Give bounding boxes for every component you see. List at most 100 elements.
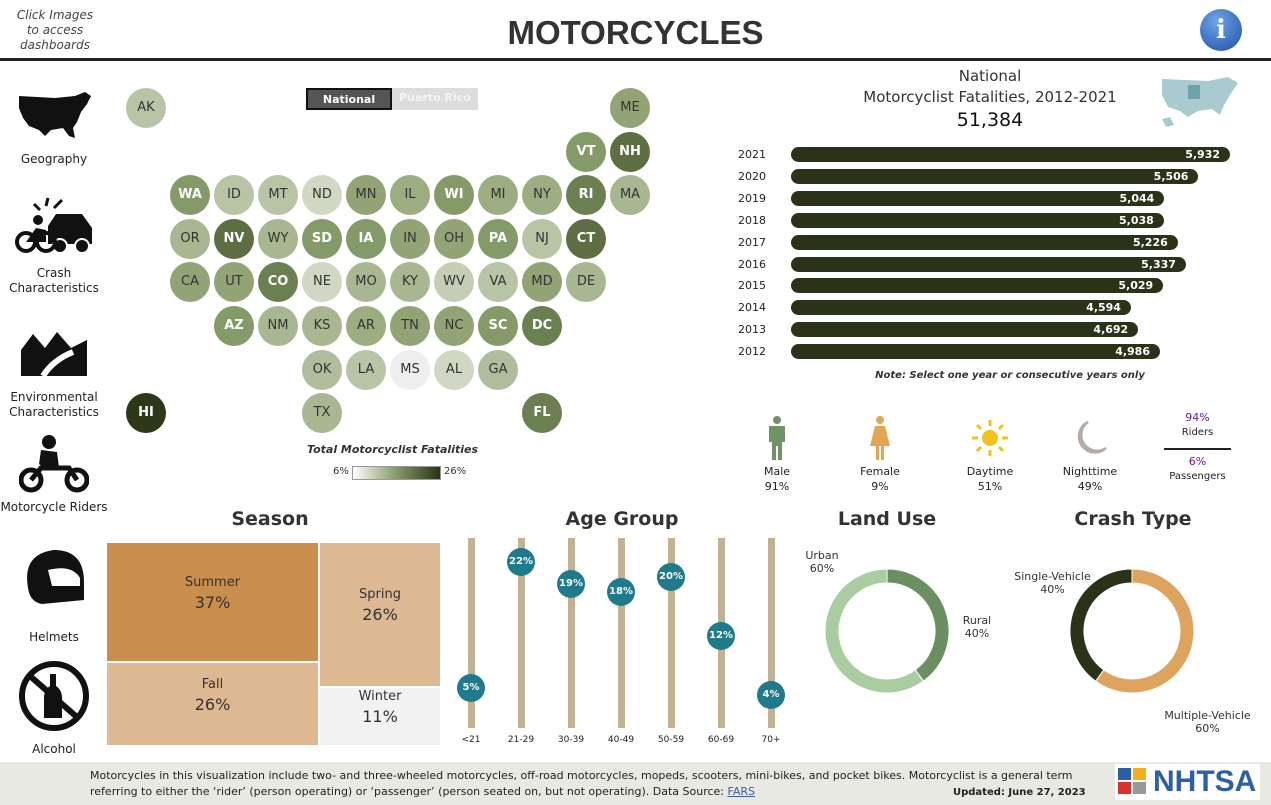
state-or[interactable]: OR	[170, 218, 210, 259]
state-ia[interactable]: IA	[346, 218, 386, 259]
state-ar[interactable]: AR	[346, 306, 386, 346]
state-dc[interactable]: DC	[522, 306, 562, 346]
age-bubble-40-49[interactable]: 18%	[607, 577, 635, 606]
state-nh[interactable]: NH	[610, 131, 650, 172]
state-nv[interactable]: NV	[214, 218, 254, 259]
season-winter[interactable]: Winter 11%	[320, 688, 440, 745]
bar-2012[interactable]: 4,986	[791, 344, 1160, 360]
sidebar-item-crash-characteristics[interactable]: Crash Characteristics	[0, 196, 108, 296]
season-value: 26%	[194, 695, 231, 714]
state-oh[interactable]: OH	[434, 218, 474, 259]
sidebar-item-alcohol[interactable]: Alcohol	[0, 660, 108, 756]
bar-2014[interactable]: 4,594	[791, 300, 1131, 316]
state-il[interactable]: IL	[390, 175, 430, 216]
state-md[interactable]: MD	[522, 262, 562, 303]
age-bubble-70+[interactable]: 4%	[757, 681, 785, 710]
state-nj[interactable]: NJ	[522, 218, 562, 259]
state-tx[interactable]: TX	[302, 393, 342, 434]
state-ma[interactable]: MA	[610, 175, 650, 216]
sidebar-item-helmets[interactable]: Helmets	[0, 548, 108, 644]
state-ks[interactable]: KS	[302, 306, 342, 346]
footer	[0, 762, 1271, 805]
age-bubble-21-29[interactable]: 22%	[507, 548, 535, 577]
bar-2020[interactable]: 5,506	[791, 168, 1199, 184]
moon-icon	[1077, 420, 1107, 454]
state-sd[interactable]: SD	[302, 218, 342, 259]
navigation-hint: Click Images to access dashboards	[16, 8, 94, 52]
footer-text: Motorcycles in this visualization includ…	[90, 769, 1073, 798]
season-fall[interactable]: Fall 26%	[107, 663, 318, 745]
state-co[interactable]: CO	[258, 262, 298, 303]
land-use-slice-rural[interactable]	[886, 568, 950, 682]
season-summer[interactable]: Summer 37%	[107, 543, 318, 661]
sidebar-item-motorcycle-riders[interactable]: Motorcycle Riders	[0, 434, 108, 515]
state-ok[interactable]: OK	[302, 349, 342, 390]
state-nm[interactable]: NM	[258, 306, 298, 346]
state-id[interactable]: ID	[214, 175, 254, 216]
state-de[interactable]: DE	[566, 262, 606, 303]
state-sc[interactable]: SC	[478, 306, 518, 346]
state-wi[interactable]: WI	[434, 175, 474, 216]
age-bubble-60-69[interactable]: 12%	[707, 622, 735, 651]
bar-2019[interactable]: 5,044	[791, 190, 1165, 206]
state-az[interactable]: AZ	[214, 306, 254, 346]
state-ca[interactable]: CA	[170, 262, 210, 303]
age-bubble-50-59[interactable]: 20%	[657, 563, 685, 591]
age-bubble-30-39[interactable]: 19%	[557, 570, 585, 599]
nhtsa-emblem-icon	[1118, 768, 1146, 794]
state-ny[interactable]: NY	[522, 175, 562, 216]
state-ak[interactable]: AK	[126, 88, 166, 128]
state-ms[interactable]: MS	[390, 349, 430, 390]
sidebar-item-environmental-characteristics[interactable]: Environmental Characteristics	[0, 330, 108, 420]
bar-2017[interactable]: 5,226	[791, 234, 1178, 250]
state-nc[interactable]: NC	[434, 306, 474, 346]
state-tn[interactable]: TN	[390, 306, 430, 346]
state-mi[interactable]: MI	[478, 175, 518, 216]
urban-label: Urban 60%	[796, 549, 848, 575]
bar-2021[interactable]: 5,932	[791, 147, 1230, 162]
info-icon[interactable]: i	[1200, 9, 1242, 51]
summary-line1: National	[958, 67, 1022, 85]
land-use-slice-urban[interactable]	[824, 568, 925, 694]
demo-value: 51%	[977, 480, 1003, 493]
state-mt[interactable]: MT	[258, 175, 298, 216]
state-al[interactable]: AL	[434, 349, 474, 390]
updated-date: Updated: June 27, 2023	[953, 787, 1086, 798]
crash-type-slice-single-vehicle[interactable]	[1069, 568, 1133, 682]
state-me[interactable]: ME	[610, 88, 650, 128]
puerto-rico-button[interactable]: Puerto Rico	[392, 88, 478, 110]
age-bar-track	[768, 538, 775, 728]
state-ri[interactable]: RI	[566, 175, 606, 216]
bar-2015[interactable]: 5,029	[791, 278, 1164, 294]
season-spring[interactable]: Spring 26%	[320, 543, 440, 686]
fars-link[interactable]: FARS	[727, 785, 755, 798]
state-mn[interactable]: MN	[346, 175, 386, 216]
state-fl[interactable]: FL	[522, 393, 562, 434]
age-bubble-<21[interactable]: 5%	[457, 674, 485, 702]
bar-2016[interactable]: 5,337	[791, 256, 1186, 272]
sidebar-item-geography[interactable]: Geography	[0, 90, 108, 166]
state-mo[interactable]: MO	[346, 262, 386, 303]
state-hi[interactable]: HI	[126, 393, 166, 434]
state-in[interactable]: IN	[390, 218, 430, 259]
state-wy[interactable]: WY	[258, 218, 298, 259]
state-nd[interactable]: ND	[302, 175, 342, 216]
state-ne[interactable]: NE	[302, 262, 342, 303]
state-ga[interactable]: GA	[478, 349, 518, 390]
state-pa[interactable]: PA	[478, 218, 518, 259]
summary-heading: National Motorcyclist Fatalities, 2012-2…	[830, 66, 1150, 131]
state-la[interactable]: LA	[346, 349, 386, 390]
us-map-thumbnail-icon[interactable]	[1158, 75, 1242, 129]
state-va[interactable]: VA	[478, 262, 518, 303]
state-vt[interactable]: VT	[566, 131, 606, 172]
crash-icon	[15, 197, 92, 254]
logo-text: NHTSA	[1153, 765, 1257, 798]
bar-2013[interactable]: 4,692	[791, 322, 1139, 338]
bar-2018[interactable]: 5,038	[791, 212, 1164, 228]
national-button[interactable]: National	[306, 88, 392, 110]
state-ct[interactable]: CT	[566, 218, 606, 259]
state-wv[interactable]: WV	[434, 262, 474, 303]
state-wa[interactable]: WA	[170, 175, 210, 216]
state-ut[interactable]: UT	[214, 262, 254, 303]
state-ky[interactable]: KY	[390, 262, 430, 303]
